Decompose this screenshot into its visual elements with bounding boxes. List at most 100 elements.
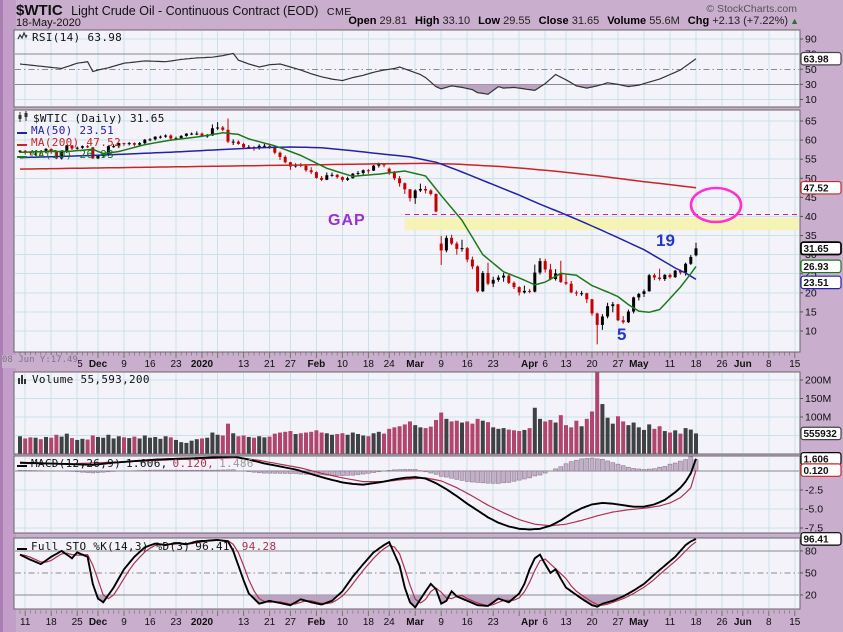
projection-info-overlay: 08 Jun Y:17.49 [2,355,78,368]
chart-date: 18-May-2020 [16,17,81,29]
date-tick-label: 13 [560,617,572,628]
axis-tick-label: 40 [805,211,817,223]
quote-label-chg: Chg [687,15,710,27]
date-tick-label: 23 [170,617,182,628]
quote-value-volume: 55.6M [646,15,680,27]
axis-tick-label: 10 [805,94,817,106]
date-tick-label: 13 [238,617,250,628]
quote-label-open: Open [348,15,377,27]
ticker-symbol: $WTIC [16,2,63,19]
date-tick-label: 23 [488,617,500,628]
date-tick-label: 18 [690,617,702,628]
date-tick-label: 18 [46,617,58,628]
sto-d-value: 94.28 [241,540,277,553]
date-tick-label: 27 [285,617,297,628]
date-tick-label: 2020 [191,359,214,370]
date-tick-label: 18 [363,359,375,370]
date-tick-label: Jun [734,617,752,628]
price-legend-title: $WTIC (Daily) [33,112,123,125]
exchange-label: CME [326,6,352,18]
axis-tick-label: 80 [805,545,817,557]
last-value-box: 63.98 [804,55,829,66]
date-tick-label: Feb [308,359,326,370]
axis-tick-label: 150M [805,393,831,405]
date-tick-label: 11 [665,617,676,628]
axis-tick-label: 55 [805,154,817,166]
price-legend: $WTIC (Daily) 31.65 [17,111,165,126]
ma50-legend: MA(50) 23.51 [17,124,114,138]
date-tick-label: Mar [406,617,424,628]
line-swatch-icon [17,125,27,138]
date-tick-label: 11 [665,359,676,370]
last-value-box: 31.65 [804,244,829,255]
date-tick-label: 15 [789,617,801,628]
axis-tick-label: 90 [805,34,817,46]
date-tick-label: 9 [438,359,444,370]
macd-legend: MACD(12,26,9) 1.606, 0.120, 1.486 [17,457,254,471]
copyright-link: © StockCharts.com [706,3,797,15]
line-swatch-icon [17,541,27,554]
axis-tick-label: 60 [805,135,817,147]
date-tick-label: 10 [337,617,349,628]
last-value-box: 0.120 [804,466,829,477]
sto-k-value: 96.41, [195,540,237,553]
date-tick-label: 11 [20,617,31,628]
date-tick-label: May [629,359,649,370]
macd-hist-value: 1.486 [219,457,254,470]
date-tick-label: 16 [462,617,474,628]
sto-legend-name: Full STO %K(14,3) %D(3) [31,540,191,553]
macd-signal-value: 0.120, [172,457,215,470]
date-tick-label: 27 [285,359,297,370]
date-tick-label: 24 [384,617,396,628]
last-value-box: 47.52 [804,184,829,195]
date-tick-label: 6 [542,359,548,370]
date-tick-label: 6 [542,617,548,628]
volume-legend-value: 55,593,200 [80,373,150,386]
date-tick-label: Apr [521,617,538,628]
axis-tick-label: 50 [805,173,817,185]
date-tick-label: 13 [238,359,250,370]
date-tick-label: 27 [612,359,624,370]
axis-tick-label: -2.5 [805,485,823,497]
wave-5-annotation: 5 [617,325,627,344]
date-tick-label: 13 [560,359,572,370]
date-tick-label: 8 [766,359,772,370]
axis-tick-label: 50 [805,567,817,579]
date-tick-label: Jun [734,359,752,370]
last-value-box: 23.51 [804,278,829,289]
date-tick-label: 18 [690,359,702,370]
date-tick-label: 9 [121,617,127,628]
date-tick-label: 10 [337,359,349,370]
axis-tick-label: 35 [805,230,817,242]
date-tick-label: 27 [612,617,624,628]
axis-tick-label: -7.5 [805,523,823,535]
line-swatch-icon [17,137,27,150]
date-tick-label: 9 [121,359,127,370]
date-tick-label: 23 [488,359,500,370]
date-tick-label: 23 [170,359,182,370]
axis-tick-label: 10 [805,325,817,337]
volume-legend: Volume 55,593,200 [17,373,150,387]
date-tick-label: 21 [264,617,276,628]
date-tick-label: 8 [766,617,772,628]
ma50-legend-label: MA(50) 23.51 [31,124,115,137]
axis-tick-label: 100M [805,412,831,424]
axis-tick-label: 20 [805,287,817,299]
last-value-box: 555932 [804,429,838,440]
rsi-legend-name: RSI(14) [32,31,81,44]
quote-label-high: High [415,15,440,27]
quote-value-chg: +2.13 (+7.22%) [709,15,789,27]
quote-value-low: 29.55 [500,15,531,27]
line-swatch-icon [17,149,27,162]
date-tick-label: 9 [438,617,444,628]
last-value-box: 26.93 [804,262,829,273]
quote-label-low: Low [478,15,501,27]
macd-value: 1.606, [126,457,168,470]
last-value-box: 96.41 [804,535,829,546]
gap-annotation: GAP [328,212,366,229]
quote-label-volume: Volume [607,15,647,27]
axis-tick-label: 15 [805,306,817,318]
axis-tick-label: -5.0 [805,504,823,516]
quote-value-open: 29.81 [376,15,408,27]
